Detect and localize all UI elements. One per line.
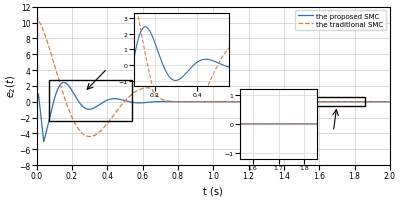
Line: the traditional SMC: the traditional SMC — [37, 19, 390, 137]
Y-axis label: $e_2(t)$: $e_2(t)$ — [4, 75, 18, 98]
Bar — [309, 98, 365, 107]
the traditional SMC — [87, 136, 92, 138]
Bar — [49, 80, 132, 122]
the traditional SMC — [162, 100, 167, 102]
the proposed SMC — [315, 101, 320, 103]
the traditional SMC — [296, 101, 301, 103]
X-axis label: t (s): t (s) — [203, 186, 223, 196]
the proposed SMC — [296, 101, 301, 103]
the proposed SMC — [388, 101, 392, 103]
the traditional SMC — [259, 101, 264, 103]
the traditional SMC — [243, 101, 248, 103]
the traditional SMC — [388, 101, 392, 103]
the proposed SMC — [162, 101, 167, 103]
the proposed SMC — [259, 101, 264, 103]
the proposed SMC — [41, 140, 46, 143]
Line: the proposed SMC: the proposed SMC — [37, 83, 390, 142]
the traditional SMC — [52, 65, 57, 67]
the proposed SMC — [34, 101, 39, 103]
the traditional SMC — [34, 101, 39, 103]
the proposed SMC — [62, 82, 66, 84]
the proposed SMC — [52, 98, 57, 100]
the traditional SMC — [315, 101, 320, 103]
the proposed SMC — [243, 101, 248, 103]
the traditional SMC — [35, 18, 40, 21]
Legend: the proposed SMC, the traditional SMC: the proposed SMC, the traditional SMC — [295, 11, 386, 30]
